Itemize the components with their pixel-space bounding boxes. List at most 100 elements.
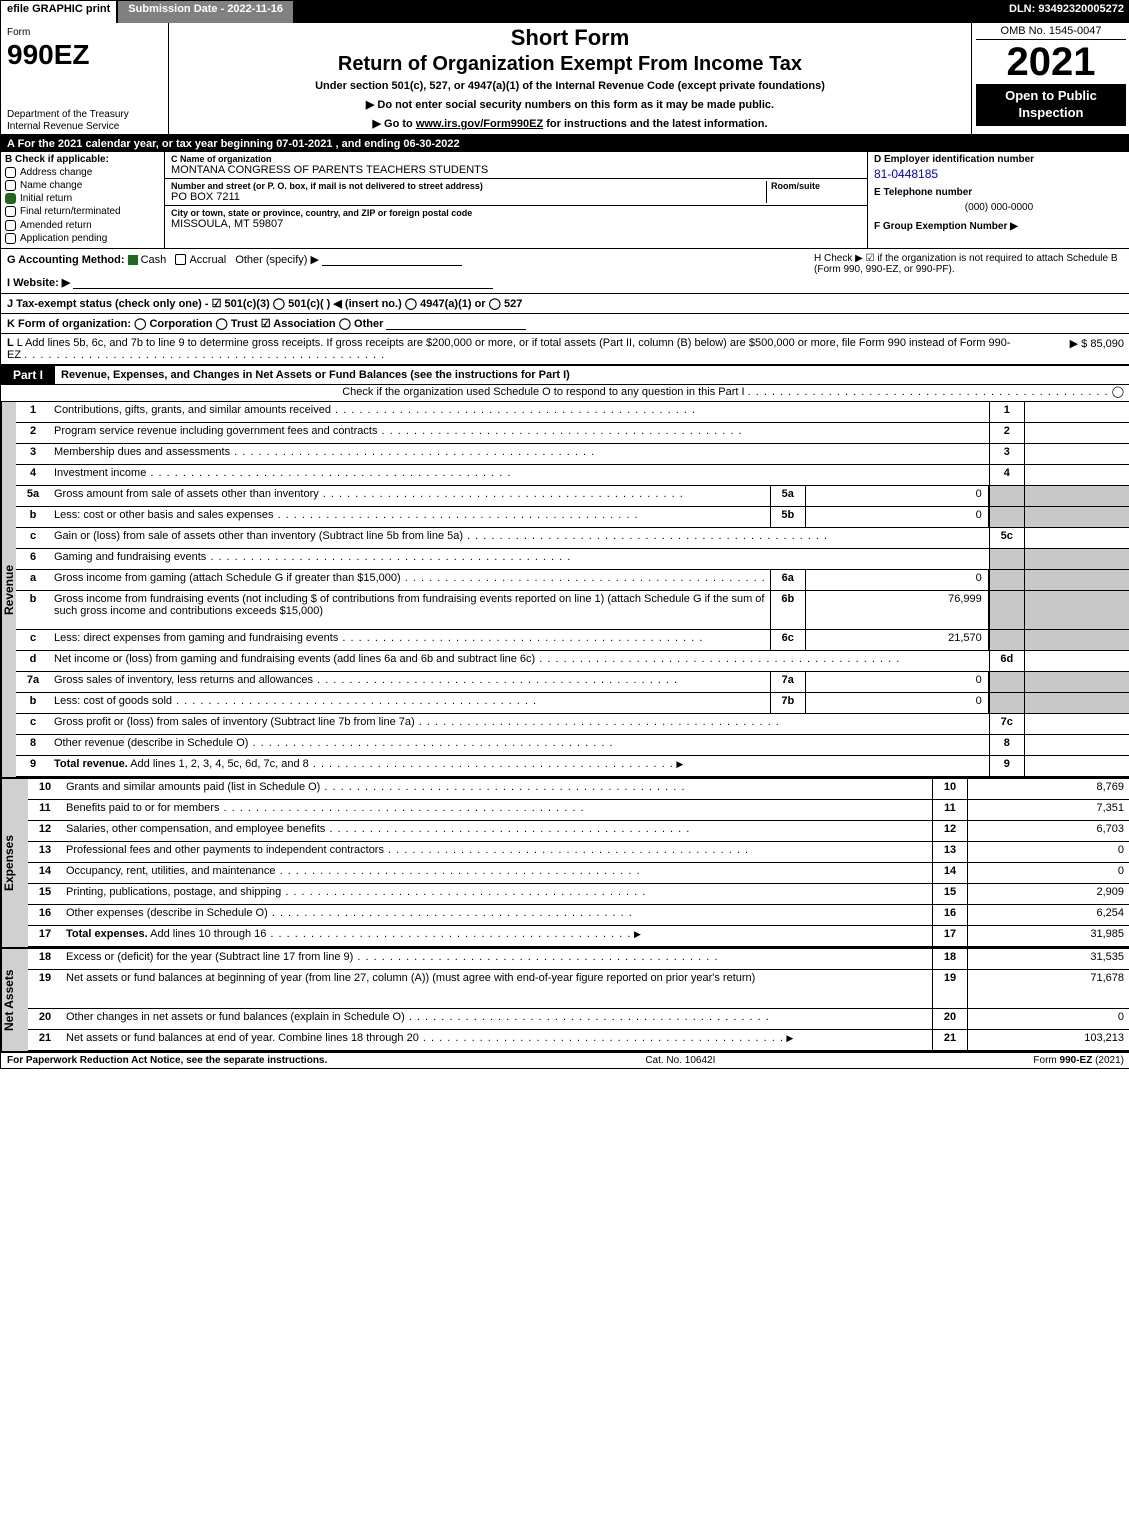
right-line-value: 0 bbox=[968, 863, 1129, 883]
line-number: 19 bbox=[28, 970, 62, 1008]
table-row: cGain or (loss) from sale of assets othe… bbox=[16, 528, 1129, 549]
right-line-number: 17 bbox=[932, 926, 968, 946]
chk-initial-return[interactable]: Initial return bbox=[5, 193, 160, 204]
table-row: bLess: cost of goods sold7b0 bbox=[16, 693, 1129, 714]
line-number: 5a bbox=[16, 486, 50, 506]
line-description: Membership dues and assessments bbox=[50, 444, 989, 464]
irs-link[interactable]: www.irs.gov/Form990EZ bbox=[416, 118, 543, 130]
short-form-title: Short Form bbox=[177, 25, 963, 51]
line-description: Printing, publications, postage, and shi… bbox=[62, 884, 932, 904]
line-g: G Accounting Method: Cash Accrual Other … bbox=[7, 253, 814, 289]
right-line-number: 5c bbox=[989, 528, 1025, 548]
chk-cash[interactable] bbox=[128, 254, 141, 266]
right-line-number: 3 bbox=[989, 444, 1025, 464]
org-name-row: C Name of organization MONTANA CONGRESS … bbox=[165, 152, 867, 179]
right-line-number: 13 bbox=[932, 842, 968, 862]
cash-label: Cash bbox=[141, 254, 167, 266]
line-number: 4 bbox=[16, 465, 50, 485]
table-row: 20Other changes in net assets or fund ba… bbox=[28, 1009, 1129, 1030]
line-number: d bbox=[16, 651, 50, 671]
org-info-block: B Check if applicable: Address change Na… bbox=[1, 152, 1129, 249]
org-addr-row: Number and street (or P. O. box, if mail… bbox=[165, 179, 867, 206]
table-row: bLess: cost or other basis and sales exp… bbox=[16, 507, 1129, 528]
part-i-tab: Part I bbox=[1, 365, 55, 385]
line-k: K Form of organization: ◯ Corporation ◯ … bbox=[1, 314, 1129, 334]
line-description: Gross sales of inventory, less returns a… bbox=[50, 672, 770, 692]
table-row: 13Professional fees and other payments t… bbox=[28, 842, 1129, 863]
open-inspection: Open to Public Inspection bbox=[976, 84, 1126, 126]
chk-application-pending[interactable]: Application pending bbox=[5, 233, 160, 244]
tax-year: 2021 bbox=[976, 42, 1126, 82]
chk-name-change[interactable]: Name change bbox=[5, 180, 160, 191]
other-method-input[interactable] bbox=[322, 253, 462, 266]
right-val-grey bbox=[1025, 570, 1129, 590]
footer-formref: Form 990-EZ (2021) bbox=[1033, 1055, 1124, 1066]
line-description: Gross income from fundraising events (no… bbox=[50, 591, 770, 629]
footer-catno: Cat. No. 10642I bbox=[645, 1055, 715, 1066]
line-j: J Tax-exempt status (check only one) - ☑… bbox=[1, 294, 1129, 314]
line-description: Gain or (loss) from sale of assets other… bbox=[50, 528, 989, 548]
sub-line-number: 5b bbox=[770, 507, 806, 527]
right-line-number: 14 bbox=[932, 863, 968, 883]
website-input[interactable] bbox=[73, 276, 493, 289]
right-line-value: 7,351 bbox=[968, 800, 1129, 820]
line-number: 17 bbox=[28, 926, 62, 946]
header-left: Form 990EZ Department of the Treasury In… bbox=[1, 23, 169, 134]
chk-accrual[interactable] bbox=[175, 254, 189, 266]
table-row: dNet income or (loss) from gaming and fu… bbox=[16, 651, 1129, 672]
right-line-number: 4 bbox=[989, 465, 1025, 485]
chk-final-return[interactable]: Final return/terminated bbox=[5, 206, 160, 217]
table-row: 19Net assets or fund balances at beginni… bbox=[28, 970, 1129, 1009]
phone-value: (000) 000-0000 bbox=[874, 202, 1124, 213]
right-line-number: 12 bbox=[932, 821, 968, 841]
org-address: PO BOX 7211 bbox=[171, 191, 766, 203]
sub-line-value: 21,570 bbox=[806, 630, 989, 650]
line-description: Gaming and fundraising events bbox=[50, 549, 989, 569]
line-description: Professional fees and other payments to … bbox=[62, 842, 932, 862]
sub-line-number: 6a bbox=[770, 570, 806, 590]
table-row: 1Contributions, gifts, grants, and simil… bbox=[16, 402, 1129, 423]
form-header: Form 990EZ Department of the Treasury In… bbox=[1, 23, 1129, 136]
instruction-link: ▶ Go to www.irs.gov/Form990EZ for instru… bbox=[177, 117, 963, 130]
right-line-number: 8 bbox=[989, 735, 1025, 755]
form-label: Form bbox=[7, 27, 162, 39]
right-line-number: 18 bbox=[932, 949, 968, 969]
sub-line-number: 6b bbox=[770, 591, 806, 629]
main-title: Return of Organization Exempt From Incom… bbox=[177, 53, 963, 76]
right-line-number: 6d bbox=[989, 651, 1025, 671]
line-description: Net assets or fund balances at end of ye… bbox=[62, 1030, 932, 1050]
right-num-grey bbox=[989, 591, 1025, 629]
top-bar: efile GRAPHIC print Submission Date - 20… bbox=[1, 1, 1129, 23]
table-row: 11Benefits paid to or for members117,351 bbox=[28, 800, 1129, 821]
table-row: 12Salaries, other compensation, and empl… bbox=[28, 821, 1129, 842]
line-description: Less: cost of goods sold bbox=[50, 693, 770, 713]
l-amount: ▶ $ 85,090 bbox=[1014, 337, 1124, 361]
netassets-side-label: Net Assets bbox=[1, 949, 28, 1051]
right-line-number: 19 bbox=[932, 970, 968, 1008]
table-row: 6Gaming and fundraising events bbox=[16, 549, 1129, 570]
line-description: Occupancy, rent, utilities, and maintena… bbox=[62, 863, 932, 883]
check-o-box[interactable]: ◯ bbox=[1112, 386, 1124, 398]
line-number: 3 bbox=[16, 444, 50, 464]
efile-print-label[interactable]: efile GRAPHIC print bbox=[1, 1, 118, 23]
form-990ez-page: efile GRAPHIC print Submission Date - 20… bbox=[0, 0, 1129, 1069]
instruction-ssn: ▶ Do not enter social security numbers o… bbox=[177, 98, 963, 111]
sub-line-number: 5a bbox=[770, 486, 806, 506]
right-line-value: 31,985 bbox=[968, 926, 1129, 946]
line-number: 1 bbox=[16, 402, 50, 422]
right-val-grey bbox=[1025, 486, 1129, 506]
expenses-section: Expenses 10Grants and similar amounts pa… bbox=[1, 777, 1129, 947]
line-number: 20 bbox=[28, 1009, 62, 1029]
right-val-grey bbox=[1025, 693, 1129, 713]
sub-line-value: 0 bbox=[806, 507, 989, 527]
table-row: 15Printing, publications, postage, and s… bbox=[28, 884, 1129, 905]
chk-address-change[interactable]: Address change bbox=[5, 167, 160, 178]
right-line-number: 10 bbox=[932, 779, 968, 799]
chk-amended-return[interactable]: Amended return bbox=[5, 220, 160, 231]
table-row: bGross income from fundraising events (n… bbox=[16, 591, 1129, 630]
line-description: Less: direct expenses from gaming and fu… bbox=[50, 630, 770, 650]
line-number: 7a bbox=[16, 672, 50, 692]
department-label: Department of the Treasury Internal Reve… bbox=[7, 109, 162, 132]
line-number: 8 bbox=[16, 735, 50, 755]
k-other-input[interactable] bbox=[386, 317, 526, 330]
